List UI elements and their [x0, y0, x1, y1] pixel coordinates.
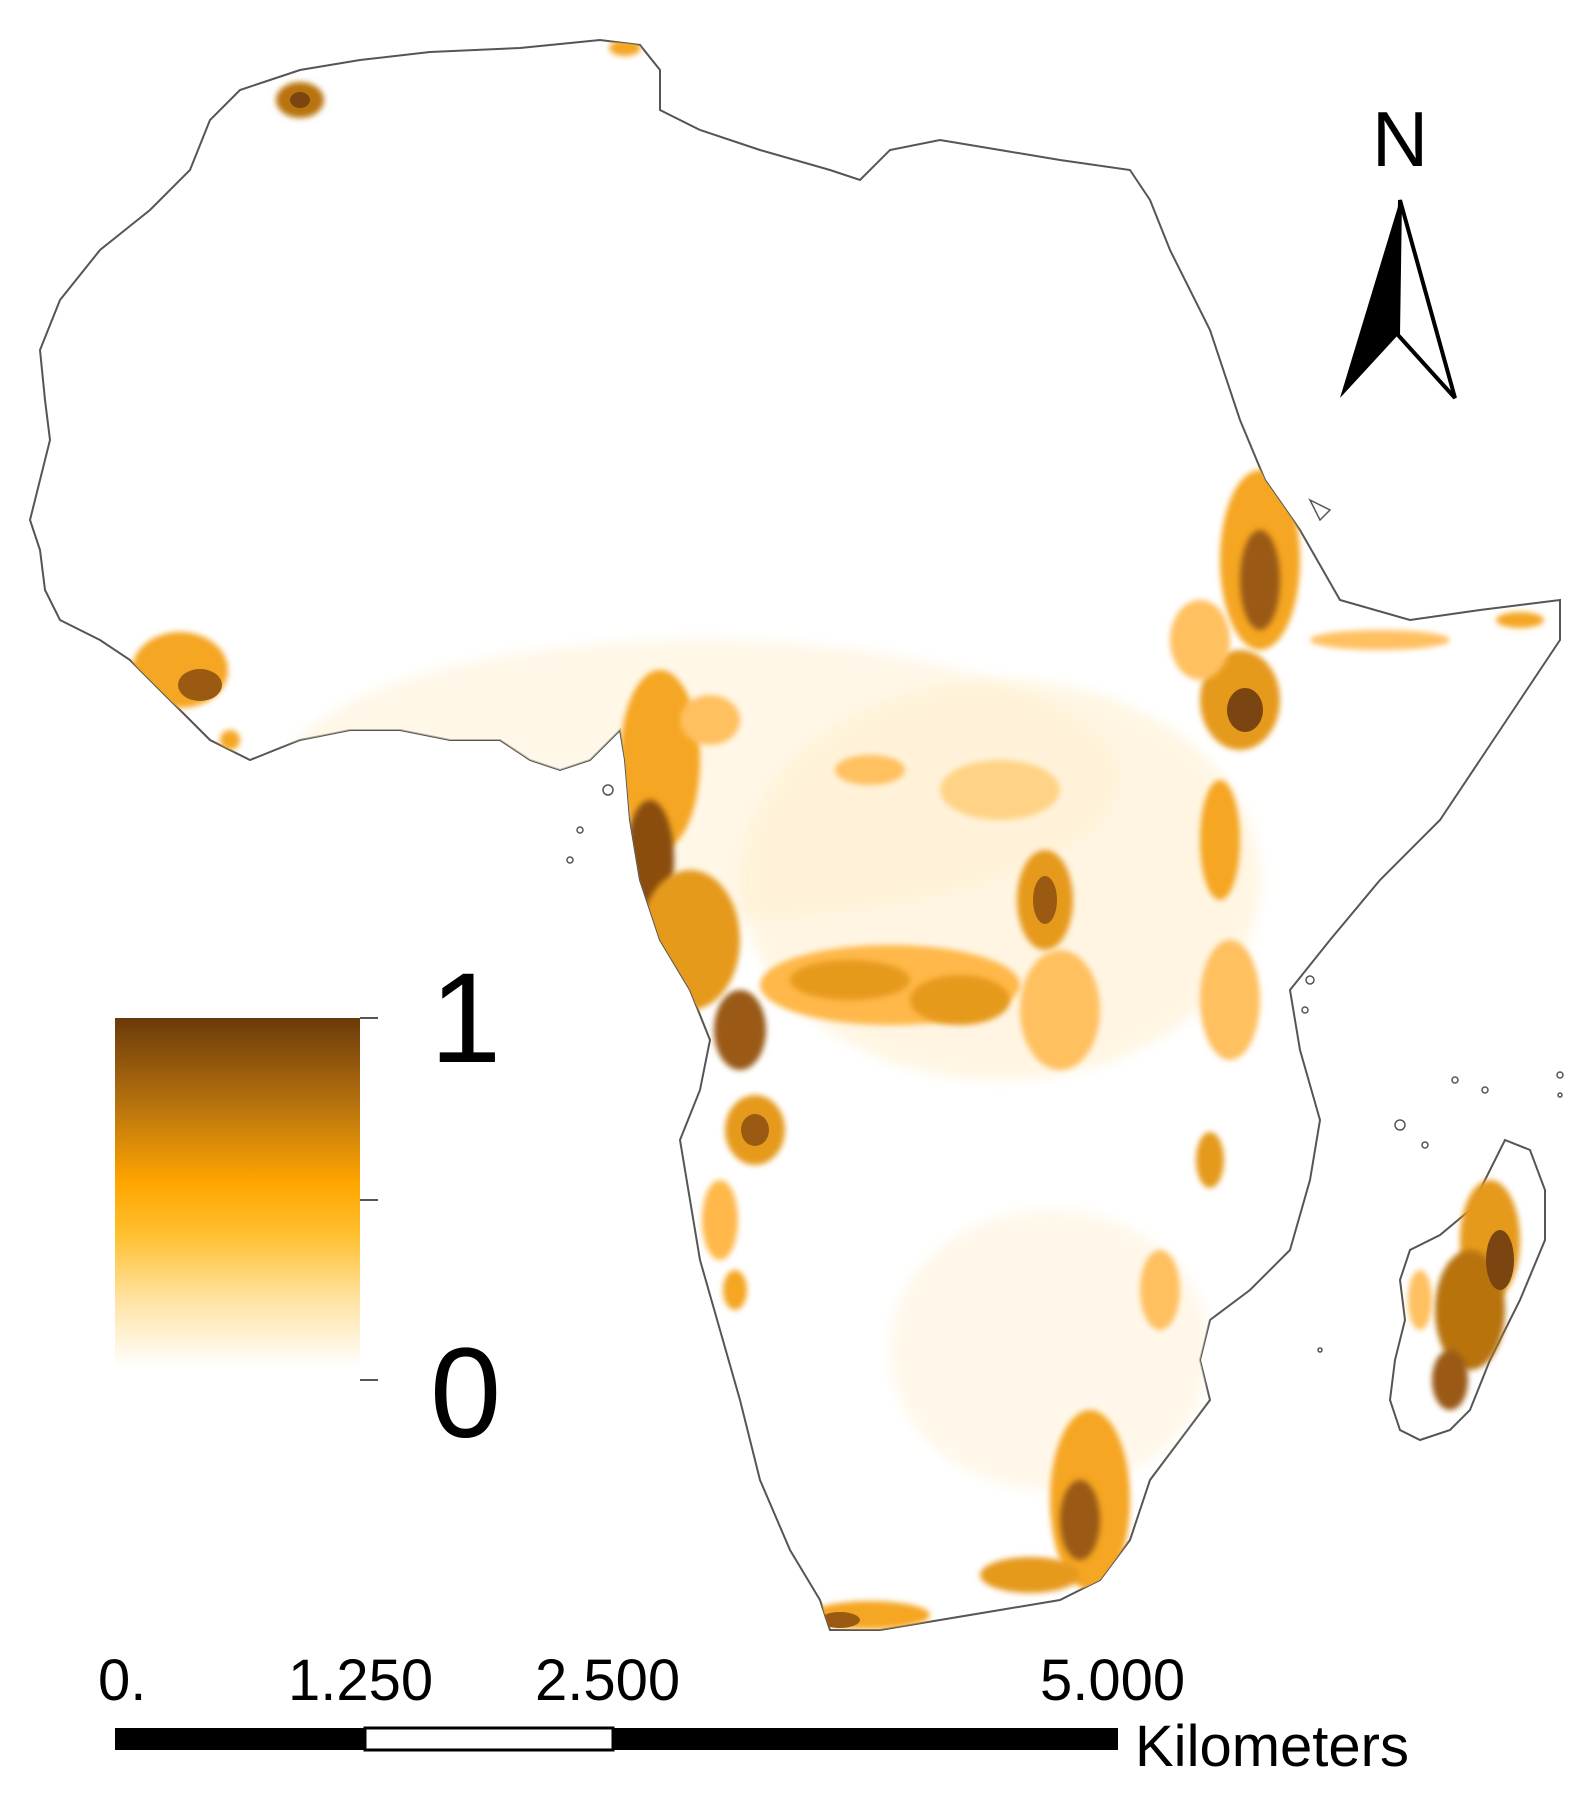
- scale-units-label: Kilometers: [1135, 1714, 1409, 1779]
- legend-colorbar: [115, 1017, 378, 1381]
- scale-tick-label-0: 0.: [98, 1648, 147, 1713]
- legend-min-label: 0: [430, 1322, 502, 1465]
- madagascar: [1388, 1138, 1546, 1442]
- africa-landmass: [28, 38, 1561, 1631]
- suitability-hotspots: [132, 40, 1544, 1629]
- scale-tick-label-2500: 2.500: [535, 1648, 681, 1713]
- small-islands: [566, 498, 1564, 1353]
- scale-tick-label-1250: 1.250: [288, 1648, 434, 1713]
- scale-bar: [115, 1726, 1118, 1752]
- north-arrow-icon: [1340, 199, 1457, 400]
- scale-tick-label-5000: 5.000: [1040, 1648, 1186, 1713]
- legend-max-label: 1: [430, 947, 502, 1090]
- north-label: N: [1371, 95, 1429, 183]
